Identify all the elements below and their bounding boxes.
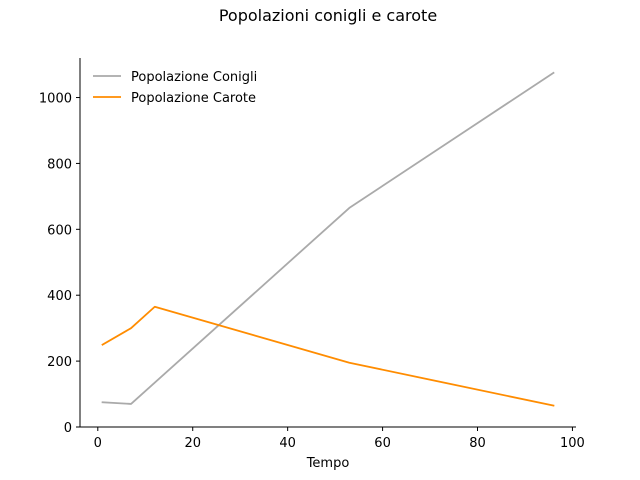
x-axis-title: Tempo bbox=[306, 456, 350, 471]
series-line-conigli bbox=[101, 71, 555, 405]
y-tick-label: 400 bbox=[47, 289, 72, 304]
series-layer bbox=[101, 71, 555, 407]
x-tick-label: 0 bbox=[94, 436, 102, 451]
legend-label-conigli: Popolazione Conigli bbox=[131, 70, 257, 85]
series-line-carote bbox=[101, 305, 555, 407]
y-tick-label: 600 bbox=[47, 223, 72, 238]
x-tick-label: 100 bbox=[560, 436, 585, 451]
y-tick-label: 1000 bbox=[39, 92, 72, 107]
x-tick-label: 40 bbox=[279, 436, 296, 451]
x-tick-label: 80 bbox=[469, 436, 486, 451]
x-tick-label: 20 bbox=[184, 436, 201, 451]
y-tick-label: 0 bbox=[64, 421, 72, 436]
legend-label-carote: Popolazione Carote bbox=[131, 91, 256, 106]
y-tick-label: 800 bbox=[47, 157, 72, 172]
y-tick-label: 200 bbox=[47, 355, 72, 370]
chart-title: Popolazioni conigli e carote bbox=[219, 6, 437, 25]
x-tick-label: 60 bbox=[374, 436, 391, 451]
legend: Popolazione Conigli Popolazione Carote bbox=[93, 70, 257, 106]
